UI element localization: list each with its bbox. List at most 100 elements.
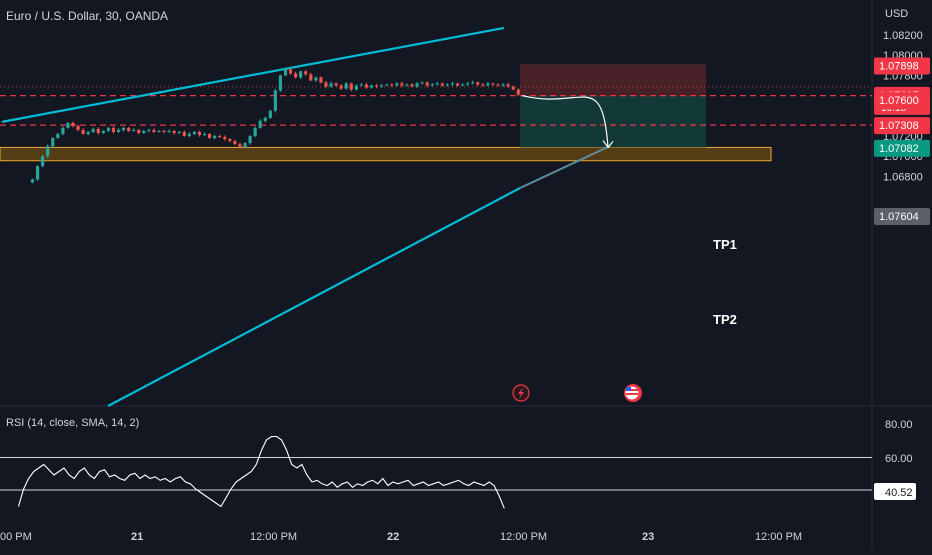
candle-body[interactable] xyxy=(461,84,465,86)
candle-body[interactable] xyxy=(369,85,374,88)
candle-body[interactable] xyxy=(157,130,161,132)
candle-body[interactable] xyxy=(152,129,156,132)
take-profit-zone[interactable] xyxy=(520,95,706,148)
candle-body[interactable] xyxy=(415,83,419,87)
candle-body[interactable] xyxy=(339,85,343,89)
candle-body[interactable] xyxy=(268,110,272,118)
channel-lower-line[interactable] xyxy=(107,187,521,407)
candle-body[interactable] xyxy=(395,83,399,86)
candle-body[interactable] xyxy=(405,84,409,86)
candle-body[interactable] xyxy=(116,129,121,132)
candle-body[interactable] xyxy=(76,125,80,130)
candle-body[interactable] xyxy=(202,133,207,135)
candle-body[interactable] xyxy=(324,82,328,87)
candle-body[interactable] xyxy=(471,82,475,84)
rsi-value-badge[interactable] xyxy=(874,483,916,500)
candle-body[interactable] xyxy=(506,84,510,87)
rsi-line[interactable] xyxy=(17,435,505,509)
candle-body[interactable] xyxy=(137,129,141,133)
channel-upper-line[interactable] xyxy=(1,26,505,123)
candle-body[interactable] xyxy=(476,82,480,85)
candle-body[interactable] xyxy=(238,144,242,148)
candle-body[interactable] xyxy=(182,131,186,136)
candle-body[interactable] xyxy=(288,69,293,74)
candle-body[interactable] xyxy=(233,141,237,145)
stop-price-badge[interactable] xyxy=(874,57,930,75)
candle-body[interactable] xyxy=(223,137,227,140)
us-flag-event-icon[interactable] xyxy=(624,384,642,402)
last-price-badge[interactable] xyxy=(874,208,930,225)
candle-body[interactable] xyxy=(481,84,485,86)
candle-body[interactable] xyxy=(106,127,110,131)
candle-body[interactable] xyxy=(466,83,470,85)
candle-body[interactable] xyxy=(354,85,358,90)
candle-body[interactable] xyxy=(56,133,60,139)
candle-body[interactable] xyxy=(440,83,444,86)
candle-body[interactable] xyxy=(51,138,55,147)
candle-body[interactable] xyxy=(329,83,333,87)
tp2-label[interactable]: TP2 xyxy=(713,312,737,327)
candle-body[interactable] xyxy=(46,146,50,157)
candle-body[interactable] xyxy=(390,84,394,86)
candle-body[interactable] xyxy=(410,84,414,87)
candle-body[interactable] xyxy=(344,83,348,89)
tp1-price-badge[interactable] xyxy=(874,117,930,135)
candle-body[interactable] xyxy=(304,71,308,75)
candle-body[interactable] xyxy=(147,129,151,131)
candle-body[interactable] xyxy=(380,85,384,87)
candle-body[interactable] xyxy=(400,83,404,86)
candle-body[interactable] xyxy=(430,84,434,86)
candle-body[interactable] xyxy=(71,122,75,126)
candle-body[interactable] xyxy=(319,77,323,83)
candle-body[interactable] xyxy=(278,75,283,91)
candle-body[interactable] xyxy=(450,83,455,85)
candle-body[interactable] xyxy=(243,143,247,148)
candle-body[interactable] xyxy=(314,77,318,81)
rsi-title[interactable]: RSI (14, close, SMA, 14, 2) xyxy=(6,417,140,429)
candle-body[interactable] xyxy=(273,90,277,111)
candle-body[interactable] xyxy=(516,89,520,95)
flash-event-icon[interactable] xyxy=(512,384,530,402)
candle-body[interactable] xyxy=(41,156,45,167)
candle-body[interactable] xyxy=(258,120,262,128)
candle-body[interactable] xyxy=(142,130,146,133)
candle-body[interactable] xyxy=(309,74,313,81)
tp2-price-badge[interactable] xyxy=(874,139,930,157)
candle-body[interactable] xyxy=(294,73,298,78)
candle-body[interactable] xyxy=(197,131,202,135)
candle-body[interactable] xyxy=(248,136,252,144)
candle-body[interactable] xyxy=(435,83,439,85)
candle-body[interactable] xyxy=(283,69,288,76)
projection-arrow[interactable] xyxy=(521,95,609,148)
candle-body[interactable] xyxy=(127,127,131,131)
candle-body[interactable] xyxy=(96,128,100,133)
candle-body[interactable] xyxy=(91,128,95,132)
candle-body[interactable] xyxy=(349,83,353,90)
candle-body[interactable] xyxy=(425,82,429,86)
candle-body[interactable] xyxy=(187,133,191,136)
candle-body[interactable] xyxy=(491,83,495,85)
candle-body[interactable] xyxy=(299,71,303,78)
candle-body[interactable] xyxy=(121,127,126,130)
candle-body[interactable] xyxy=(111,127,116,132)
candle-body[interactable] xyxy=(486,83,490,86)
candle-body[interactable] xyxy=(364,84,369,88)
candle-body[interactable] xyxy=(35,166,40,180)
candle-body[interactable] xyxy=(501,84,505,86)
stop-loss-zone[interactable] xyxy=(520,64,706,96)
candle-body[interactable] xyxy=(30,179,35,183)
tp1-label[interactable]: TP1 xyxy=(713,237,737,252)
entry-price-badge[interactable] xyxy=(874,92,930,110)
candle-body[interactable] xyxy=(359,84,363,86)
candle-body[interactable] xyxy=(66,122,70,128)
candle-body[interactable] xyxy=(162,130,166,132)
candle-body[interactable] xyxy=(263,117,267,121)
candle-body[interactable] xyxy=(213,136,217,139)
candle-body[interactable] xyxy=(132,129,136,131)
candle-body[interactable] xyxy=(167,130,171,132)
candle-body[interactable] xyxy=(228,139,232,142)
candle-body[interactable] xyxy=(61,127,65,134)
candle-body[interactable] xyxy=(385,84,389,86)
candle-body[interactable] xyxy=(445,84,450,86)
